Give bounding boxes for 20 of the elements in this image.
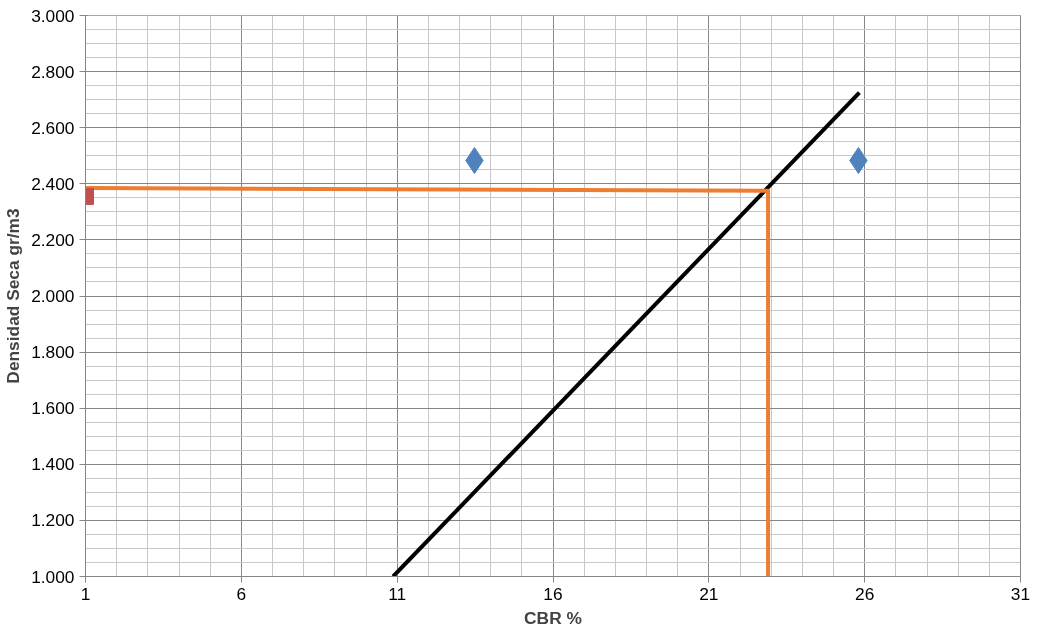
x-tick-label: 16 [543,583,563,604]
x-tick-label: 6 [236,583,247,604]
x-tick-label: 21 [699,583,719,604]
x-tick-label: 31 [1010,583,1031,604]
y-tick-label: 1.200 [31,510,75,531]
x-tick-label: 26 [855,583,875,604]
y-tick-label: 2.400 [31,173,75,194]
y-tick-label: 2.800 [31,61,75,82]
y-tick-label: 2.200 [31,229,75,250]
x-tick-label: 1 [80,583,91,604]
y-tick-label: 1.800 [31,342,75,363]
y-axis-title: Densidad Seca gr/m3 [3,208,24,384]
y-tick-label: 2.600 [31,117,75,138]
y-tick-label: 1.400 [31,454,75,475]
y-tick-label: 3.000 [31,5,75,26]
y-tick-label: 1.600 [31,398,75,419]
x-axis-title: CBR % [524,607,582,628]
y-tick-label: 2.000 [31,286,75,306]
x-tick-label: 11 [388,583,407,604]
y-tick-label: 1.000 [31,566,75,587]
